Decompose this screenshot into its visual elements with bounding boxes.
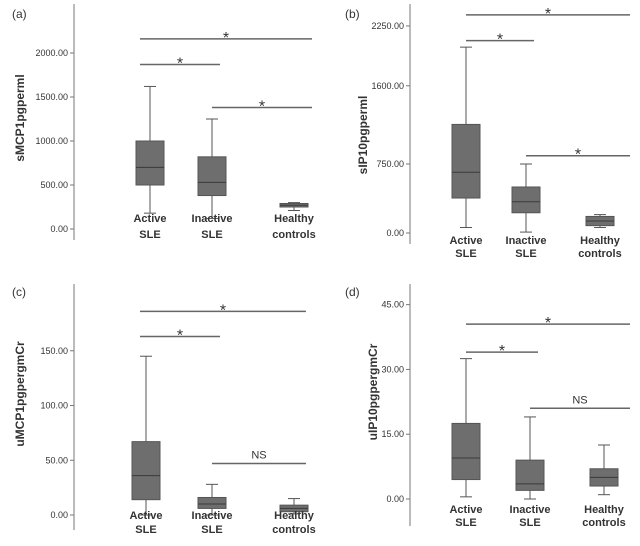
box-iqr bbox=[515, 459, 545, 491]
y-axis-label: sMCP1pgperml bbox=[13, 74, 27, 161]
category-label: SLE bbox=[201, 524, 222, 536]
significance-label: * bbox=[497, 32, 503, 49]
box-2 bbox=[197, 483, 227, 516]
significance-label: * bbox=[177, 328, 183, 345]
category-label: SLE bbox=[455, 248, 476, 260]
y-axis-label: uIP10pgpergmCr bbox=[366, 343, 380, 440]
category-label: controls bbox=[578, 248, 621, 260]
y-tick-label: 100.00 bbox=[40, 401, 68, 411]
box-iqr bbox=[511, 186, 541, 214]
box-1 bbox=[131, 355, 161, 516]
significance-label: NS bbox=[251, 450, 266, 462]
box-3 bbox=[585, 214, 615, 228]
y-tick-label: 0.00 bbox=[50, 510, 68, 520]
box-1 bbox=[135, 85, 165, 214]
significance-label: * bbox=[220, 302, 226, 319]
significance-label: * bbox=[575, 147, 581, 164]
significance-label: * bbox=[545, 315, 551, 332]
y-tick-label: 500.00 bbox=[40, 180, 68, 190]
category-label: SLE bbox=[455, 517, 476, 529]
y-tick-label: 15.00 bbox=[381, 429, 404, 439]
chart-panel-c: (c) uMCP1pgpergmCr 0.00 50.00 100.00 150.00 Ac… bbox=[12, 284, 316, 536]
y-tick-label: 45.00 bbox=[381, 300, 404, 310]
category-label: SLE bbox=[201, 229, 222, 241]
y-tick-label: 2000.00 bbox=[35, 48, 68, 58]
y-tick-label: 0.00 bbox=[50, 224, 68, 234]
category-label: Healthy bbox=[584, 504, 625, 516]
category-label: Inactive bbox=[192, 510, 233, 522]
panel-label: (c) bbox=[12, 285, 26, 299]
chart-panel-d: (d) uIP10pgpergmCr 0.00 15.00 30.00 45.00 Acti… bbox=[345, 284, 630, 529]
category-label: SLE bbox=[519, 517, 540, 529]
box-iqr bbox=[135, 140, 165, 186]
box-iqr bbox=[131, 441, 161, 501]
y-tick-label: 1600.00 bbox=[371, 81, 404, 91]
panel-label: (a) bbox=[12, 7, 27, 21]
category-label: Healthy bbox=[274, 510, 315, 522]
y-tick-label: 50.00 bbox=[45, 455, 68, 465]
category-label: controls bbox=[272, 229, 315, 241]
significance-label: * bbox=[177, 55, 183, 72]
category-label: SLE bbox=[135, 524, 156, 536]
box-2 bbox=[511, 163, 541, 233]
box-2 bbox=[197, 118, 227, 219]
y-axis-label: sIP10pgperml bbox=[356, 96, 370, 175]
significance-label: * bbox=[259, 99, 265, 116]
y-tick-label: 0.00 bbox=[386, 494, 404, 504]
category-label: Active bbox=[129, 510, 162, 522]
box-3 bbox=[589, 444, 619, 496]
category-label: Inactive bbox=[192, 213, 233, 225]
significance-label: * bbox=[545, 6, 551, 23]
category-label: Healthy bbox=[580, 235, 621, 247]
chart-panel-a: (a) sMCP1pgperml 0.00 500.00 1000.00 1500.00 2… bbox=[12, 4, 316, 241]
box-1 bbox=[451, 46, 481, 228]
y-tick-label: 2250.00 bbox=[371, 21, 404, 31]
box-iqr bbox=[197, 156, 227, 197]
box-iqr bbox=[451, 123, 481, 199]
category-label: Active bbox=[133, 213, 166, 225]
box-iqr bbox=[451, 422, 481, 481]
category-label: Active bbox=[449, 504, 482, 516]
panel-label: (d) bbox=[345, 285, 360, 299]
category-label: SLE bbox=[139, 229, 160, 241]
box-1 bbox=[451, 358, 481, 498]
y-tick-label: 1500.00 bbox=[35, 92, 68, 102]
category-label: Healthy bbox=[274, 213, 315, 225]
significance-label: NS bbox=[572, 394, 587, 406]
panel-label: (b) bbox=[345, 7, 360, 21]
box-3 bbox=[279, 202, 309, 212]
box-2 bbox=[515, 416, 545, 500]
category-label: controls bbox=[272, 524, 315, 536]
y-tick-label: 150.00 bbox=[40, 346, 68, 356]
y-axis-label: uMCP1pgpergmCr bbox=[13, 341, 27, 447]
y-tick-label: 0.00 bbox=[386, 228, 404, 238]
box-iqr bbox=[197, 496, 227, 509]
category-label: Inactive bbox=[510, 504, 551, 516]
significance-label: * bbox=[499, 343, 505, 360]
chart-panel-b: (b) sIP10pgperml 0.00 750.00 1600.00 2250.00 A… bbox=[345, 4, 630, 260]
category-label: Active bbox=[449, 235, 482, 247]
category-label: SLE bbox=[515, 248, 536, 260]
y-tick-label: 1000.00 bbox=[35, 136, 68, 146]
category-label: controls bbox=[582, 517, 625, 529]
box-3 bbox=[279, 498, 309, 515]
y-tick-label: 30.00 bbox=[381, 364, 404, 374]
category-label: Inactive bbox=[506, 235, 547, 247]
y-tick-label: 750.00 bbox=[376, 159, 404, 169]
significance-label: * bbox=[223, 30, 229, 47]
